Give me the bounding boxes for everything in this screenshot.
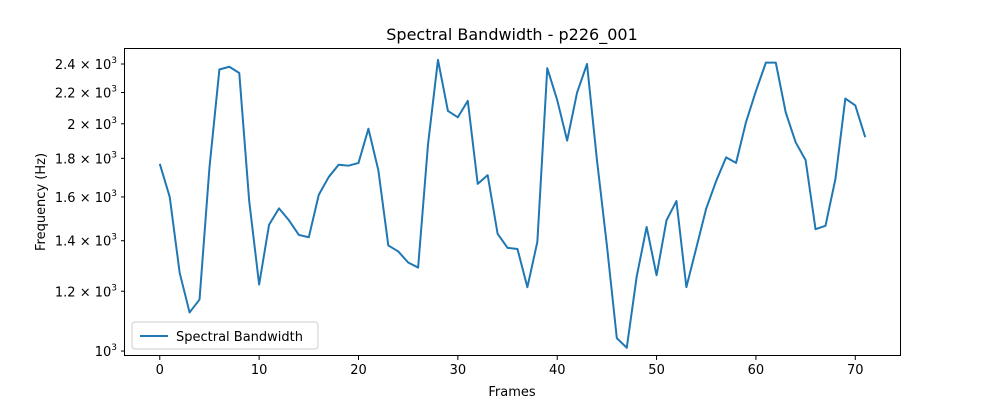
x-tick-label: 0: [156, 363, 164, 378]
legend: Spectral Bandwidth: [131, 321, 319, 350]
legend-box: [131, 321, 319, 350]
series-layer: [158, 58, 867, 349]
x-axis: 0 10 20 30 40 50 60 70: [156, 356, 864, 378]
y-tick-label: 1.8 × 103: [55, 150, 117, 167]
x-tick-label: 70: [847, 363, 864, 378]
x-tick-label: 10: [251, 363, 268, 378]
chart-title: Spectral Bandwidth - p226_001: [386, 25, 638, 45]
plot-frame: [124, 48, 901, 356]
x-tick-label: 50: [648, 363, 665, 378]
x-tick-label: 60: [748, 363, 765, 378]
x-tick-label: 30: [450, 363, 467, 378]
y-tick-label: 2.4 × 103: [55, 56, 117, 73]
y-tick-label: 1.2 × 103: [55, 283, 117, 300]
y-tick-label: 1.4 × 103: [55, 233, 117, 250]
x-axis-label: Frames: [488, 385, 536, 400]
y-axis-label: Frequency (Hz): [34, 153, 49, 251]
y-tick-label: 2.2 × 103: [55, 85, 117, 102]
y-tick-label: 1.6 × 103: [55, 189, 117, 206]
series-line: [158, 58, 867, 349]
y-tick-label: 103: [95, 343, 117, 360]
legend-label: Spectral Bandwidth: [176, 330, 303, 345]
y-tick-label: 2 × 103: [67, 116, 117, 133]
x-tick-label: 20: [350, 363, 367, 378]
x-tick-label: 40: [549, 363, 566, 378]
y-axis: 103 1.2 × 103 1.4 × 103 1.6 × 103 1.8 × 103 2…: [55, 56, 125, 360]
